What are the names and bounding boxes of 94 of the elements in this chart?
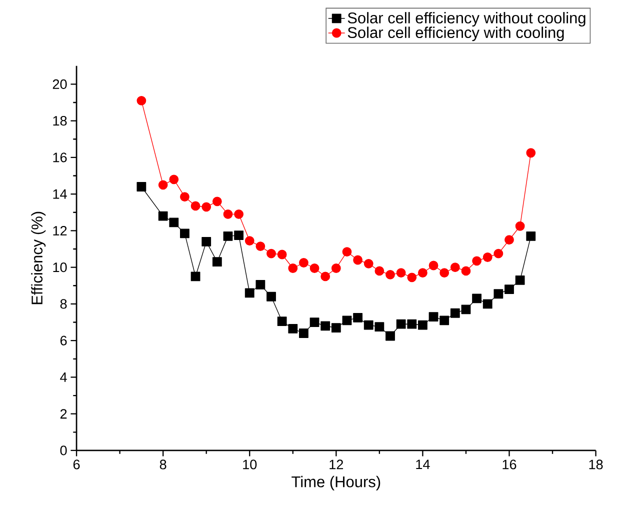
point xyxy=(450,262,460,272)
y-tick-label: 12 xyxy=(53,226,67,236)
point xyxy=(407,320,417,329)
x-tick-label: 6 xyxy=(73,460,80,470)
point xyxy=(223,210,233,220)
x-tick-label: 8 xyxy=(160,460,166,470)
point xyxy=(136,96,146,106)
point xyxy=(244,236,254,246)
point xyxy=(482,252,492,262)
point xyxy=(472,294,482,304)
x-tick-label: 10 xyxy=(243,460,257,470)
point xyxy=(342,316,352,326)
point xyxy=(136,182,146,192)
y-axis-title: Efficiency (%) xyxy=(31,212,46,304)
y-tick-label: 18 xyxy=(53,116,67,126)
y-tick-label: 8 xyxy=(60,299,67,309)
x-tick-label: 18 xyxy=(589,460,603,470)
point xyxy=(450,308,460,318)
y-tick-label: 2 xyxy=(60,409,67,419)
point xyxy=(223,232,233,242)
point xyxy=(504,235,514,245)
x-tick-label: 16 xyxy=(502,460,516,470)
y-tick-label: 0 xyxy=(60,446,67,456)
point xyxy=(180,228,190,238)
point xyxy=(288,264,298,274)
point xyxy=(256,242,266,252)
point xyxy=(386,270,395,280)
point xyxy=(234,230,244,240)
point xyxy=(407,272,417,282)
point xyxy=(364,259,374,269)
point xyxy=(266,249,276,258)
point xyxy=(482,299,492,309)
point xyxy=(472,256,482,266)
point xyxy=(386,331,395,341)
x-axis-title: Time (Hours) xyxy=(292,476,380,491)
point xyxy=(169,218,179,228)
point xyxy=(440,268,450,278)
point xyxy=(212,257,222,267)
point xyxy=(169,174,179,184)
point xyxy=(277,316,287,326)
point xyxy=(277,250,287,260)
point xyxy=(288,324,298,334)
point xyxy=(299,258,308,268)
point xyxy=(234,210,244,220)
point xyxy=(256,280,266,290)
point xyxy=(331,323,341,333)
y-tick-label: 6 xyxy=(60,336,67,346)
point xyxy=(504,284,514,294)
point xyxy=(418,268,428,278)
point xyxy=(494,249,504,258)
point xyxy=(320,272,330,282)
point xyxy=(418,320,428,330)
y-tick-label: 10 xyxy=(53,262,67,272)
point xyxy=(428,260,438,270)
point xyxy=(320,321,330,331)
point xyxy=(515,222,525,232)
point xyxy=(202,202,212,212)
point xyxy=(428,312,438,322)
point xyxy=(364,320,374,330)
x-tick-label: 12 xyxy=(330,460,344,470)
point xyxy=(190,201,200,211)
point xyxy=(310,264,320,274)
point xyxy=(396,268,406,278)
y-tick-label: 16 xyxy=(53,152,67,162)
point xyxy=(158,180,168,190)
point xyxy=(526,232,536,242)
legend-label: Solar cell efficiency without cooling xyxy=(348,12,586,27)
point xyxy=(526,148,536,158)
x-tick-label: 14 xyxy=(416,460,430,470)
point xyxy=(353,255,362,265)
y-tick-label: 14 xyxy=(53,190,67,199)
point xyxy=(266,292,276,302)
y-tick-label: 4 xyxy=(60,372,67,382)
point xyxy=(190,272,200,282)
point xyxy=(374,322,384,332)
point xyxy=(494,289,504,299)
point xyxy=(299,328,308,338)
point xyxy=(374,266,384,276)
point xyxy=(180,192,190,202)
point xyxy=(461,266,471,276)
point xyxy=(244,288,254,298)
point xyxy=(353,313,362,323)
point xyxy=(515,276,525,286)
point xyxy=(310,318,320,328)
point xyxy=(331,264,341,274)
point xyxy=(396,320,406,329)
point xyxy=(461,304,471,314)
point xyxy=(212,196,222,206)
point xyxy=(202,237,212,247)
point xyxy=(158,212,168,221)
point xyxy=(342,247,352,257)
legend-label: Solar cell efficiency with cooling xyxy=(348,26,564,42)
y-tick-label: 20 xyxy=(52,80,67,90)
point xyxy=(440,316,450,326)
